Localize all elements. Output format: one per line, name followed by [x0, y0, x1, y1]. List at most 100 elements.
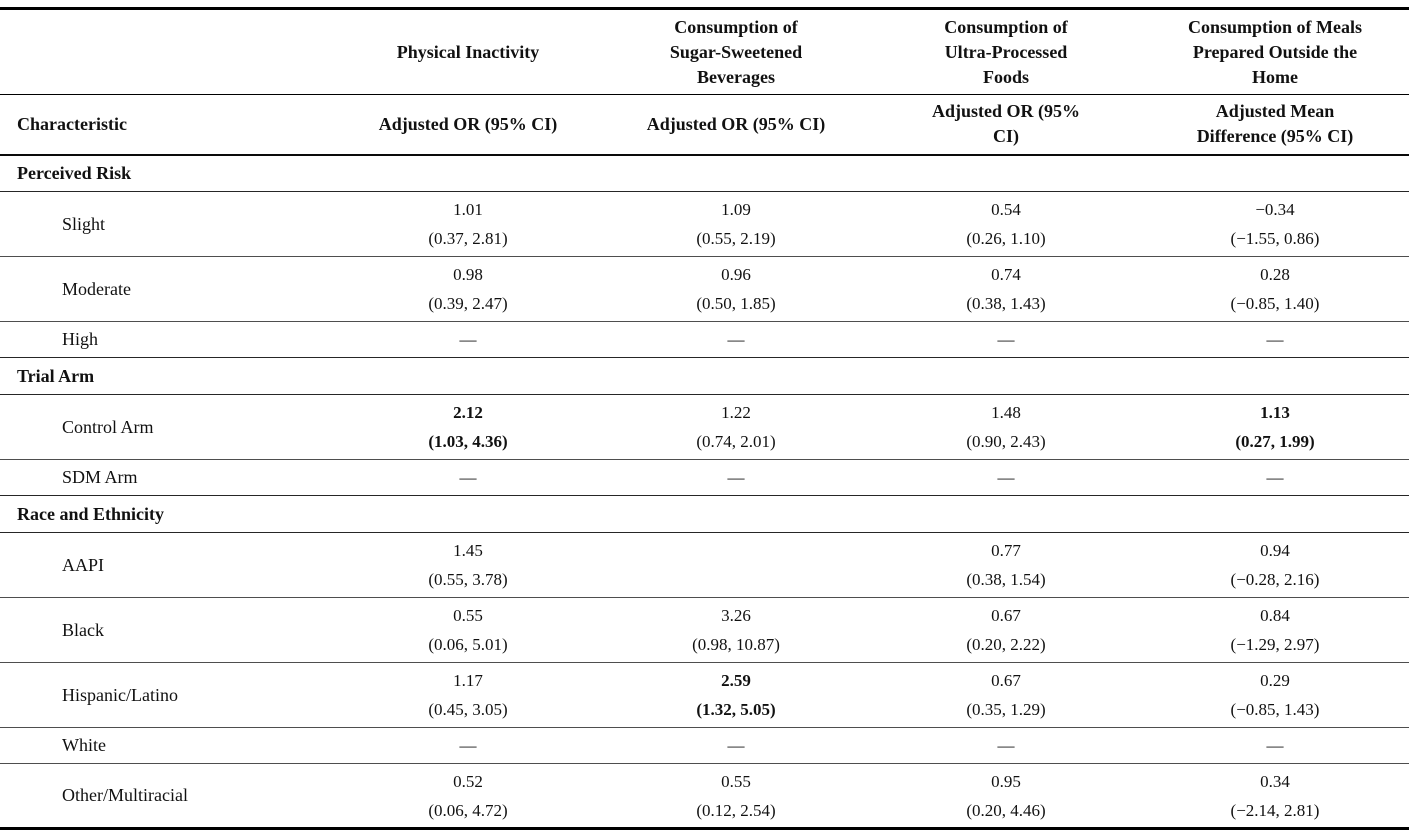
- confidence-interval: (0.20, 4.46): [966, 800, 1046, 820]
- section-label: Trial Arm: [17, 365, 95, 386]
- confidence-interval: (0.20, 2.22): [966, 635, 1046, 654]
- table-row-control-arm: Control Arm 2.12 (1.03, 4.36) 1.22 (0.74, 2.…: [0, 395, 1409, 460]
- cell-control-arm-ultra-processed-foods: 1.48 (0.90, 2.43): [871, 395, 1141, 460]
- sub-header-adjusted-or-2: Adjusted OR (95% CI): [646, 113, 826, 134]
- row-label: Black: [62, 619, 104, 640]
- table-row-aapi: AAPI 1.45 (0.55, 3.78) 0.77 (0.38, 1.54) 0.94…: [0, 533, 1409, 598]
- cell-control-arm-meals-outside-home: 1.13 (0.27, 1.99): [1141, 395, 1409, 460]
- cell-high-meals-outside-home: —: [1141, 322, 1409, 358]
- sub-header-row: Characteristic Adjusted OR (95% CI) Adju…: [0, 94, 1409, 155]
- cell-other-multiracial-physical-inactivity: 0.52 (0.06, 4.72): [335, 764, 601, 829]
- cell-slight-sugar-sweetened-beverages: 1.09 (0.55, 2.19): [601, 192, 871, 257]
- estimate-value: 1.01: [453, 200, 483, 219]
- no-data-dash: —: [727, 468, 745, 487]
- estimate-value: 0.77: [991, 541, 1021, 560]
- no-data-dash: —: [459, 330, 477, 349]
- confidence-interval: (0.12, 2.54): [696, 800, 776, 820]
- section-row-race-and-ethnicity: Race and Ethnicity: [0, 495, 1409, 533]
- confidence-interval: (0.55, 2.19): [696, 229, 776, 248]
- no-data-dash: —: [727, 330, 745, 349]
- row-label: High: [62, 329, 98, 349]
- cell-other-multiracial-sugar-sweetened-beverages: 0.55 (0.12, 2.54): [601, 764, 871, 829]
- estimate-value: 0.67: [991, 606, 1021, 625]
- no-data-dash: —: [1266, 736, 1284, 755]
- cell-aapi-ultra-processed-foods: 0.77 (0.38, 1.54): [871, 533, 1141, 598]
- confidence-interval: (0.37, 2.81): [428, 229, 508, 248]
- cell-slight-physical-inactivity: 1.01 (0.37, 2.81): [335, 192, 601, 257]
- estimate-value: 0.55: [453, 606, 483, 625]
- cell-sdm-arm-meals-outside-home: —: [1141, 460, 1409, 496]
- confidence-interval: (−0.28, 2.16): [1230, 570, 1320, 589]
- section-label: Race and Ethnicity: [17, 503, 165, 524]
- sub-header-adjusted-or-3: Adjusted OR (95% CI): [931, 101, 1080, 147]
- confidence-interval: (0.90, 2.43): [966, 432, 1046, 451]
- sub-header-adjusted-or-1: Adjusted OR (95% CI): [378, 113, 558, 134]
- estimate-value: 1.48: [991, 403, 1021, 422]
- blank-header: [0, 9, 335, 95]
- section-row-trial-arm: Trial Arm: [0, 357, 1409, 395]
- cell-sdm-arm-physical-inactivity: —: [335, 460, 601, 496]
- cell-black-ultra-processed-foods: 0.67 (0.20, 2.22): [871, 598, 1141, 663]
- cell-control-arm-sugar-sweetened-beverages: 1.22 (0.74, 2.01): [601, 395, 871, 460]
- estimate-value: 0.67: [991, 671, 1021, 690]
- no-data-dash: —: [997, 330, 1015, 349]
- group-header-row: Physical Inactivity Consumption of Sugar…: [0, 9, 1409, 95]
- estimate-value: 0.74: [991, 265, 1021, 284]
- estimate-value: 0.54: [991, 200, 1021, 219]
- table-row-sdm-arm: SDM Arm — — — —: [0, 459, 1409, 496]
- confidence-interval: (−2.14, 2.81): [1230, 800, 1320, 820]
- section-row-perceived-risk: Perceived Risk: [0, 154, 1409, 192]
- no-data-dash: —: [459, 468, 477, 487]
- confidence-interval: (0.98, 10.87): [692, 635, 780, 654]
- estimate-value: 0.98: [453, 265, 483, 284]
- sub-header-adjusted-mean-difference: Adjusted Mean Difference (95% CI): [1196, 101, 1354, 147]
- estimate-value: 0.55: [721, 771, 751, 791]
- row-label: Moderate: [62, 278, 131, 299]
- confidence-interval: (0.55, 3.78): [428, 570, 508, 589]
- no-data-dash: —: [997, 468, 1015, 487]
- row-label: Control Arm: [62, 416, 154, 437]
- estimate-value: 0.94: [1260, 541, 1290, 560]
- estimate-value: 1.13: [1260, 403, 1290, 422]
- no-data-dash: —: [1266, 468, 1284, 487]
- confidence-interval: (0.45, 3.05): [428, 700, 508, 719]
- no-data-dash: —: [459, 736, 477, 755]
- no-data-dash: —: [727, 736, 745, 755]
- cell-hispanic-latino-meals-outside-home: 0.29 (−0.85, 1.43): [1141, 663, 1409, 728]
- cell-moderate-sugar-sweetened-beverages: 0.96 (0.50, 1.85): [601, 257, 871, 322]
- table-row-other-multiracial: Other/Multiracial 0.52 (0.06, 4.72) 0.55 (0.…: [0, 763, 1409, 829]
- characteristic-header: Characteristic: [17, 113, 127, 134]
- estimate-value: 3.26: [721, 606, 751, 625]
- confidence-interval: (−0.85, 1.43): [1230, 700, 1320, 719]
- table-row-high: High — — — —: [0, 321, 1409, 358]
- cell-hispanic-latino-ultra-processed-foods: 0.67 (0.35, 1.29): [871, 663, 1141, 728]
- estimate-value: 0.84: [1260, 606, 1290, 625]
- table-row-white: White — — — —: [0, 727, 1409, 764]
- confidence-interval: (0.35, 1.29): [966, 700, 1046, 719]
- row-label: AAPI: [62, 554, 105, 575]
- col-header-ultra-processed-foods: Consumption of Ultra-Processed Foods: [944, 16, 1068, 87]
- row-label: SDM Arm: [62, 467, 138, 487]
- estimate-value: 2.12: [453, 403, 483, 422]
- estimate-value: 0.52: [453, 771, 483, 791]
- cell-high-physical-inactivity: —: [335, 322, 601, 358]
- cell-sdm-arm-sugar-sweetened-beverages: —: [601, 460, 871, 496]
- table-row-black: Black 0.55 (0.06, 5.01) 3.26 (0.98, 10.87) 0.…: [0, 597, 1409, 663]
- row-label: Slight: [62, 213, 106, 234]
- cell-aapi-physical-inactivity: 1.45 (0.55, 3.78): [335, 533, 601, 598]
- cell-hispanic-latino-physical-inactivity: 1.17 (0.45, 3.05): [335, 663, 601, 728]
- cell-high-sugar-sweetened-beverages: —: [601, 322, 871, 358]
- cell-high-ultra-processed-foods: —: [871, 322, 1141, 358]
- cell-white-meals-outside-home: —: [1141, 728, 1409, 764]
- no-data-dash: —: [1266, 330, 1284, 349]
- cell-slight-ultra-processed-foods: 0.54 (0.26, 1.10): [871, 192, 1141, 257]
- confidence-interval: (0.74, 2.01): [696, 432, 776, 451]
- table-row-hispanic-latino: Hispanic/Latino 1.17 (0.45, 3.05) 2.59 (1.32…: [0, 662, 1409, 728]
- cell-white-sugar-sweetened-beverages: —: [601, 728, 871, 764]
- table-row-slight: Slight 1.01 (0.37, 2.81) 1.09 (0.55, 2.19) 0.…: [0, 192, 1409, 257]
- cell-other-multiracial-meals-outside-home: 0.34 (−2.14, 2.81): [1141, 764, 1409, 829]
- estimate-value: 1.45: [453, 541, 483, 560]
- row-label: White: [62, 735, 106, 755]
- cell-slight-meals-outside-home: −0.34 (−1.55, 0.86): [1141, 192, 1409, 257]
